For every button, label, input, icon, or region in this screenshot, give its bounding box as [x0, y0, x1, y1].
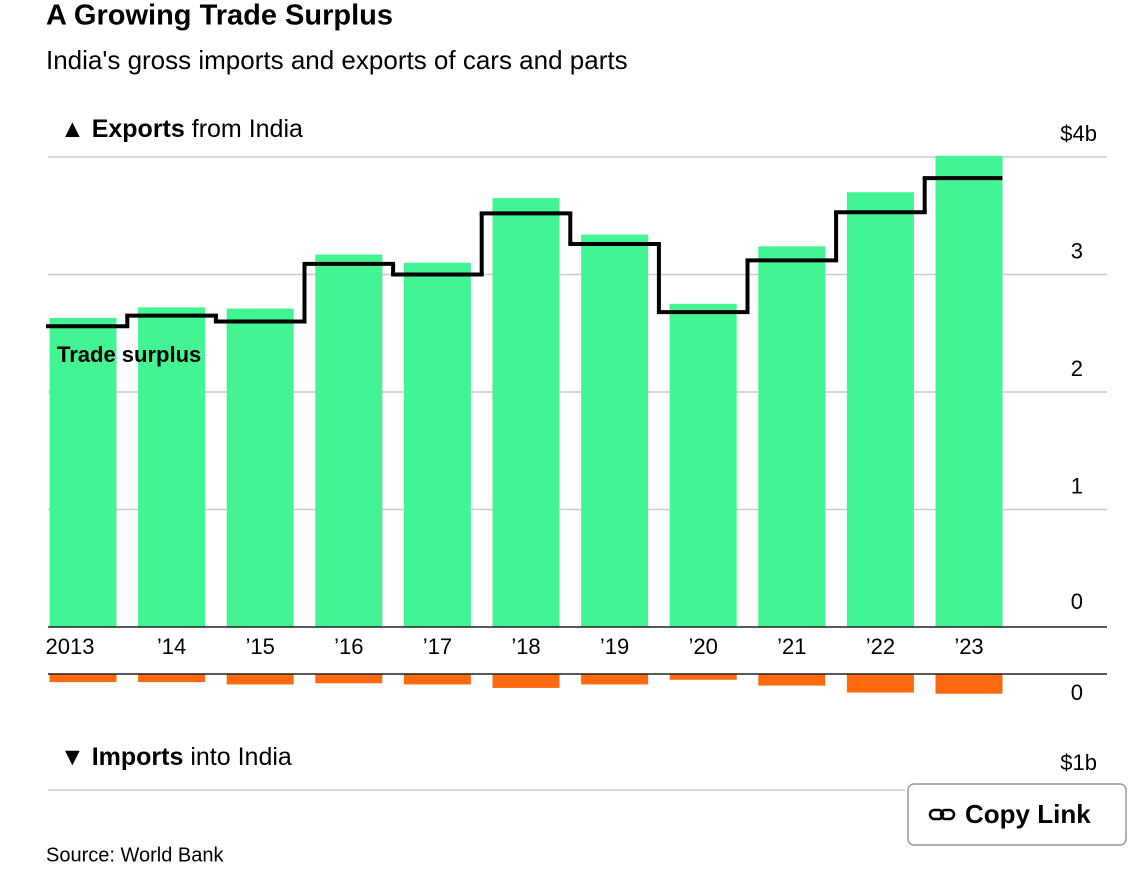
x-tick-label: ’18: [511, 634, 540, 659]
bar: [315, 254, 383, 627]
x-tick-label: ’16: [334, 634, 363, 659]
panel-header: ▼ Imports into India: [60, 743, 292, 771]
y-tick-label: $1b: [1060, 750, 1097, 775]
bar: [138, 674, 206, 683]
y-tick-label: $4b: [1060, 121, 1097, 146]
panel-rest: into India: [190, 743, 292, 771]
bar: [846, 192, 914, 627]
chart-title: A Growing Trade Surplus: [46, 0, 393, 32]
x-tick-label: ’23: [954, 634, 983, 659]
panel-bold: Exports: [92, 115, 185, 143]
bar: [492, 674, 560, 688]
bar: [403, 262, 471, 627]
source: Source: World Bank: [46, 844, 224, 866]
button-label[interactable]: Copy Link: [965, 799, 1091, 829]
bar: [403, 674, 471, 685]
bar: [49, 674, 117, 683]
bar: [138, 307, 206, 627]
link-icon: [928, 808, 956, 821]
y-tick-label: 1: [1071, 473, 1083, 498]
x-tick-label: ’22: [866, 634, 895, 659]
panel-rest: from India: [192, 115, 303, 143]
bar: [669, 674, 737, 680]
bar: [935, 674, 1003, 694]
bar: [846, 674, 914, 693]
x-tick-label: ’15: [246, 634, 275, 659]
x-tick-label: ’20: [689, 634, 718, 659]
x-tick-label: ’19: [600, 634, 629, 659]
x-tick-label: ’17: [423, 634, 452, 659]
y-tick-label: 3: [1071, 238, 1083, 263]
bar: [226, 308, 294, 627]
bar: [758, 246, 826, 628]
x-tick-label: ’21: [777, 634, 806, 659]
series-label: Trade surplus: [57, 342, 201, 367]
copy-link-button[interactable]: Copy Link: [907, 783, 1127, 846]
panel-header: ▲ Exports from India: [60, 115, 303, 143]
bar: [581, 234, 649, 628]
panel-marker: ▲: [60, 115, 85, 143]
y-tick-label: 0: [1071, 680, 1083, 705]
chart-subtitle: India's gross imports and exports of car…: [46, 45, 628, 75]
bar: [581, 674, 649, 685]
x-tick-label: ’14: [157, 634, 186, 659]
button-box[interactable]: [907, 783, 1127, 846]
bar: [669, 303, 737, 627]
bar: [49, 317, 117, 627]
x-tick-label: 2013: [46, 634, 95, 659]
y-tick-label: 0: [1071, 589, 1083, 614]
panel-marker: ▼: [60, 743, 85, 771]
bar: [226, 674, 294, 685]
bar: [758, 674, 826, 686]
panel-bold: Imports: [92, 743, 184, 771]
bar: [935, 155, 1003, 627]
bar: [492, 198, 560, 627]
y-tick-label: 2: [1071, 356, 1083, 381]
bar: [315, 674, 383, 684]
